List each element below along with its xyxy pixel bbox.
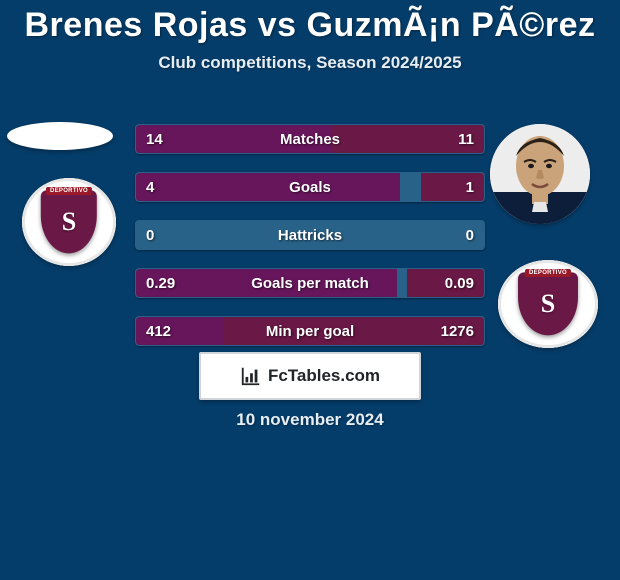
page-subtitle: Club competitions, Season 2024/2025 bbox=[0, 53, 620, 73]
stat-label: Goals bbox=[136, 173, 484, 201]
player-right-avatar bbox=[490, 124, 590, 224]
player-left-avatar bbox=[7, 122, 113, 150]
brand-label: FcTables.com bbox=[268, 366, 380, 386]
stat-row: 1411Matches bbox=[135, 124, 485, 154]
blank-avatar-icon bbox=[7, 122, 113, 150]
stat-label: Matches bbox=[136, 125, 484, 153]
player-right-club-badge: DEPORTIVO S bbox=[498, 260, 598, 348]
player-left-club-badge: DEPORTIVO S bbox=[22, 178, 116, 266]
stat-label: Hattricks bbox=[136, 221, 484, 249]
stat-label: Goals per match bbox=[136, 269, 484, 297]
player-face-icon bbox=[490, 124, 590, 224]
date-label: 10 november 2024 bbox=[0, 410, 620, 430]
page-title: Brenes Rojas vs GuzmÃ¡n PÃ©rez bbox=[0, 0, 620, 45]
stat-row: 00Hattricks bbox=[135, 220, 485, 250]
stat-row: 4121276Min per goal bbox=[135, 316, 485, 346]
club-ribbon-left: DEPORTIVO bbox=[46, 187, 92, 195]
club-initial-right: S bbox=[541, 289, 555, 319]
stat-row: 41Goals bbox=[135, 172, 485, 202]
bar-chart-icon bbox=[240, 365, 262, 387]
club-initial-left: S bbox=[62, 207, 76, 237]
stat-row: 0.290.09Goals per match bbox=[135, 268, 485, 298]
stat-label: Min per goal bbox=[136, 317, 484, 345]
stats-bars: 1411Matches 41Goals 00Hattricks 0.290.09Goa… bbox=[135, 124, 485, 364]
brand-footer[interactable]: FcTables.com bbox=[199, 352, 421, 400]
club-ribbon-right: DEPORTIVO bbox=[525, 269, 571, 277]
